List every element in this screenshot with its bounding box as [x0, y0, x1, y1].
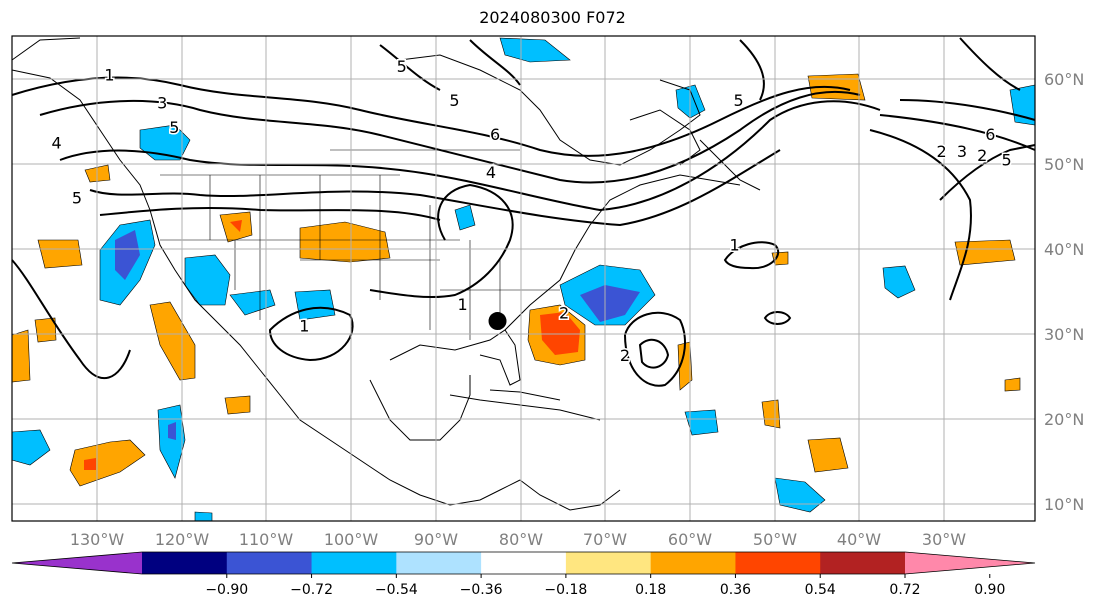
lat-label: 60°N: [1044, 70, 1084, 89]
contour-label: 2: [937, 142, 947, 161]
colorbar-outline: [11, 551, 1036, 575]
map-title: 2024080300 F072: [479, 8, 626, 27]
contour-label: 2: [620, 346, 630, 365]
contour-label: 5: [1001, 150, 1011, 169]
contour-label: 4: [52, 133, 62, 152]
contour-label: 5: [397, 57, 407, 76]
colorbar-label: 0.72: [889, 582, 920, 598]
colorbar-segment: [481, 552, 567, 574]
colorbar-label: −0.72: [290, 582, 333, 598]
colorbar-label: 0.90: [974, 582, 1005, 598]
graticule: [12, 36, 1035, 521]
contour-label: 2: [977, 146, 987, 165]
lon-label: 60°W: [668, 530, 712, 549]
colorbar-segment: [650, 552, 736, 574]
lon-label: 110°W: [239, 530, 294, 549]
shaded-anomaly-regions: [11, 37, 1036, 522]
contour-label: 6: [985, 125, 995, 144]
lat-label: 40°N: [1044, 240, 1084, 259]
longitude-labels: 130°W 120°W 110°W 100°W 90°W 80°W 70°W 6…: [70, 530, 966, 549]
colorbar: −0.90 −0.72 −0.54 −0.36 −0.18 0.18 0.36 0.54 0.7…: [11, 551, 1036, 598]
colorbar-label: −0.90: [205, 582, 248, 598]
colorbar-segment: [735, 552, 821, 574]
location-marker: [488, 312, 507, 331]
lon-label: 70°W: [583, 530, 627, 549]
lon-label: 30°W: [922, 530, 966, 549]
colorbar-segment: [396, 552, 482, 574]
colorbar-segment: [311, 552, 397, 574]
contour-label: 1: [299, 316, 309, 335]
lon-label: 80°W: [499, 530, 543, 549]
latitude-labels: 10°N 20°N 30°N 40°N 50°N 60°N: [1044, 70, 1084, 514]
contour-label: 1: [458, 295, 468, 314]
colorbar-label: 0.18: [635, 582, 666, 598]
lon-label: 50°W: [753, 530, 797, 549]
colorbar-extend-low: [12, 552, 142, 574]
contour-label: 5: [72, 189, 82, 208]
contour-label: 5: [449, 91, 459, 110]
colorbar-segment: [142, 552, 228, 574]
colorbar-segment: [226, 552, 313, 574]
lon-label: 40°W: [837, 530, 881, 549]
colorbar-label: −0.18: [544, 582, 587, 598]
lat-label: 10°N: [1044, 495, 1084, 514]
contour-label: 6: [490, 125, 500, 144]
contour-lines: [11, 37, 1036, 387]
contour-label: 2: [559, 304, 569, 323]
lat-label: 50°N: [1044, 155, 1084, 174]
colorbar-segment: [820, 552, 906, 574]
colorbar-label: −0.54: [375, 582, 418, 598]
colorbar-label: 0.54: [805, 582, 836, 598]
lat-label: 20°N: [1044, 410, 1084, 429]
map-border: [11, 35, 1036, 522]
lat-label: 30°N: [1044, 325, 1084, 344]
lon-label: 130°W: [70, 530, 125, 549]
contour-label: 5: [734, 91, 744, 110]
contour-label: 1: [104, 65, 114, 84]
colorbar-label: 0.36: [720, 582, 751, 598]
colorbar-extend-high: [905, 552, 1035, 574]
colorbar-segment: [565, 552, 652, 574]
lon-label: 100°W: [324, 530, 379, 549]
contour-label: 3: [957, 142, 967, 161]
contour-label: 1: [730, 235, 740, 254]
lon-label: 120°W: [155, 530, 210, 549]
lon-label: 90°W: [414, 530, 458, 549]
contour-label: 5: [169, 118, 179, 137]
contour-label: 4: [486, 163, 496, 182]
colorbar-label: −0.36: [460, 582, 503, 598]
contour-label: 3: [157, 93, 167, 112]
